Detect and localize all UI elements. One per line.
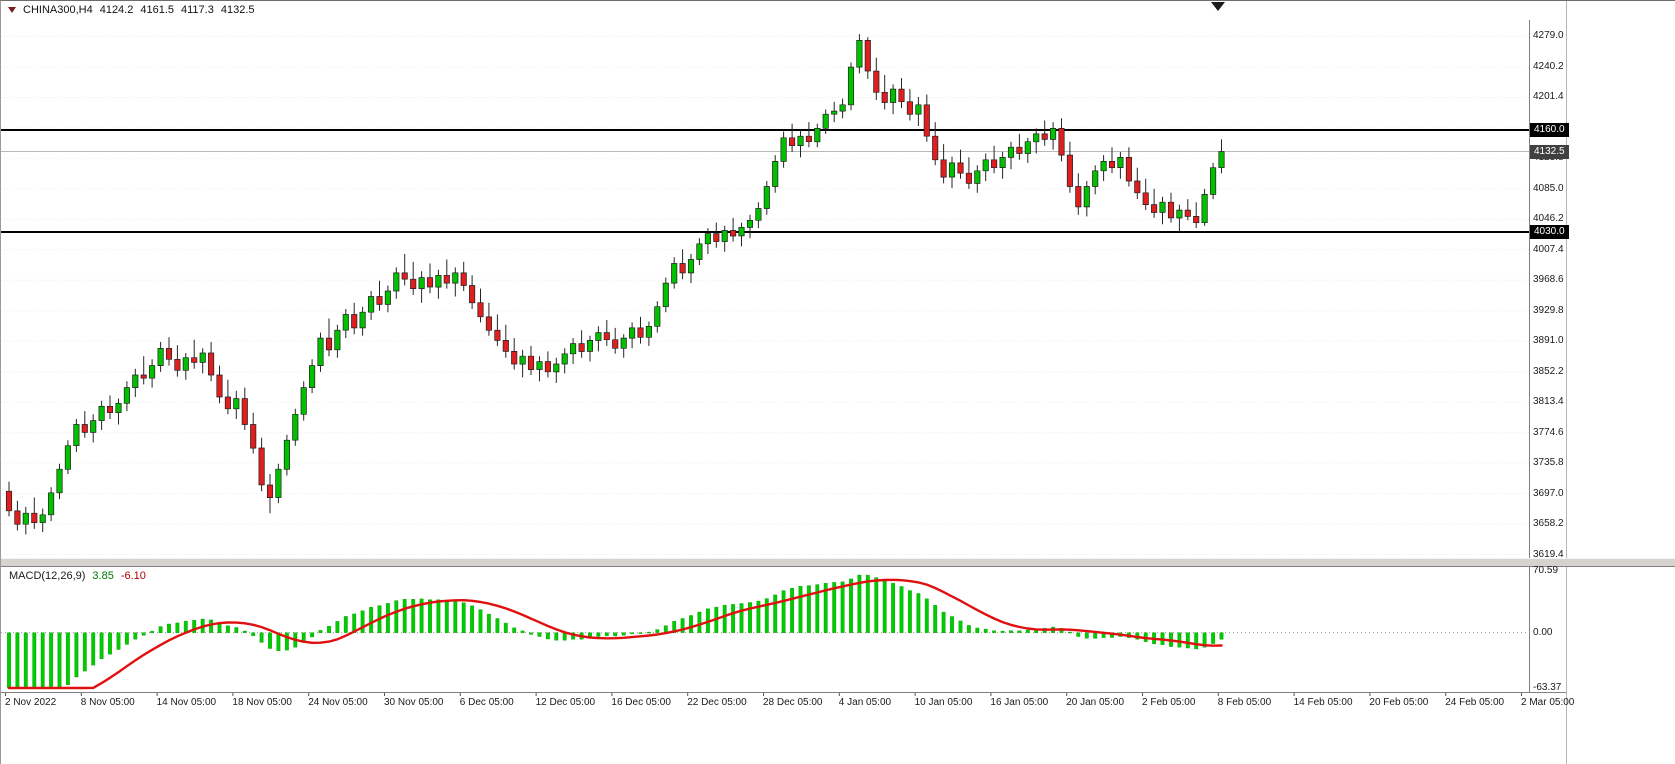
ohlc-close-value: 4132.5 (220, 4, 255, 16)
panel-separator[interactable] (1, 558, 1675, 567)
price-tick-label: 4046.2 (1533, 213, 1564, 225)
price-tick-label: 3929.8 (1533, 304, 1564, 316)
time-tick-label: 28 Dec 05:00 (763, 697, 823, 708)
time-tick-label: 20 Feb 05:00 (1369, 697, 1429, 708)
time-tick-label: 14 Feb 05:00 (1293, 697, 1353, 708)
price-tick-label: 3813.4 (1533, 396, 1564, 408)
price-tick-label: 3852.2 (1533, 365, 1564, 377)
ohlc-high-value: 4161.5 (140, 4, 175, 16)
price-tick-label: 3891.0 (1533, 335, 1564, 347)
macd-indicator-label: MACD(12,26,9) 3.85 -6.10 (9, 570, 146, 582)
price-tick-label: 4007.4 (1533, 243, 1564, 255)
time-tick-label: 10 Jan 05:00 (914, 697, 973, 708)
time-tick-label: 8 Feb 05:00 (1217, 697, 1272, 708)
level-price-badge: 4160.0 (1530, 122, 1569, 137)
time-tick-label: 2 Mar 05:00 (1521, 697, 1575, 708)
time-tick-label: 20 Jan 05:00 (1066, 697, 1125, 708)
right-gutter (1566, 1, 1675, 764)
time-tick-label: 12 Dec 05:00 (535, 697, 596, 708)
price-tick-label: 3619.4 (1533, 548, 1564, 560)
macd-signal-line (7, 578, 1223, 690)
time-tick-label: 24 Nov 05:00 (308, 697, 368, 708)
time-tick-label: 16 Jan 05:00 (990, 697, 1049, 708)
time-tick-label: 24 Feb 05:00 (1445, 697, 1505, 708)
level-price-badge: 4030.0 (1530, 225, 1569, 240)
chart-header: CHINA300,H4 4124.2 4161.5 4117.3 4132.5 (1, 1, 255, 19)
ohlc-low-value: 4117.3 (181, 4, 214, 16)
ohlc-open-value: 4124.2 (99, 4, 134, 16)
current-price-badge: 4132.5 (1530, 144, 1569, 159)
price-tick-label: 4279.0 (1533, 30, 1564, 42)
price-tick-label: 4085.0 (1533, 182, 1564, 194)
macd-tick-label: 70.59 (1533, 565, 1559, 576)
time-tick-label: 14 Nov 05:00 (156, 697, 217, 708)
time-tick-label: 30 Nov 05:00 (384, 697, 444, 708)
time-tick-label: 2 Feb 05:00 (1142, 697, 1196, 708)
macd-name: MACD(12,26,9) (9, 570, 86, 582)
time-tick-label: 4 Jan 05:00 (838, 697, 892, 708)
chart-shift-marker-icon[interactable] (1211, 2, 1225, 11)
time-tick-label: 2 Nov 2022 (5, 697, 57, 708)
time-tick-label: 8 Nov 05:00 (80, 697, 135, 708)
price-tick-label: 3697.0 (1533, 487, 1564, 499)
price-tick-label: 4201.4 (1533, 91, 1564, 103)
price-tick-label: 4240.2 (1533, 60, 1564, 72)
candlestick-series (5, 34, 1225, 535)
symbol-dropdown-icon[interactable] (8, 7, 16, 13)
price-tick-label: 3968.6 (1533, 274, 1564, 286)
price-tick-label: 3658.2 (1533, 518, 1564, 530)
price-tick-label: 3774.6 (1533, 426, 1564, 438)
macd-tick-label: -63.37 (1533, 682, 1562, 693)
time-tick-label: 18 Nov 05:00 (232, 697, 292, 708)
time-tick-label: 16 Dec 05:00 (611, 697, 671, 708)
symbol-timeframe-label: CHINA300,H4 (23, 4, 93, 16)
macd-signal-value: -6.10 (120, 570, 146, 582)
macd-tick-label: 0.00 (1533, 626, 1553, 638)
time-tick-label: 22 Dec 05:00 (687, 697, 747, 708)
price-tick-label: 3735.8 (1533, 457, 1564, 469)
time-tick-label: 6 Dec 05:00 (459, 697, 514, 708)
macd-main-value: 3.85 (92, 570, 114, 582)
